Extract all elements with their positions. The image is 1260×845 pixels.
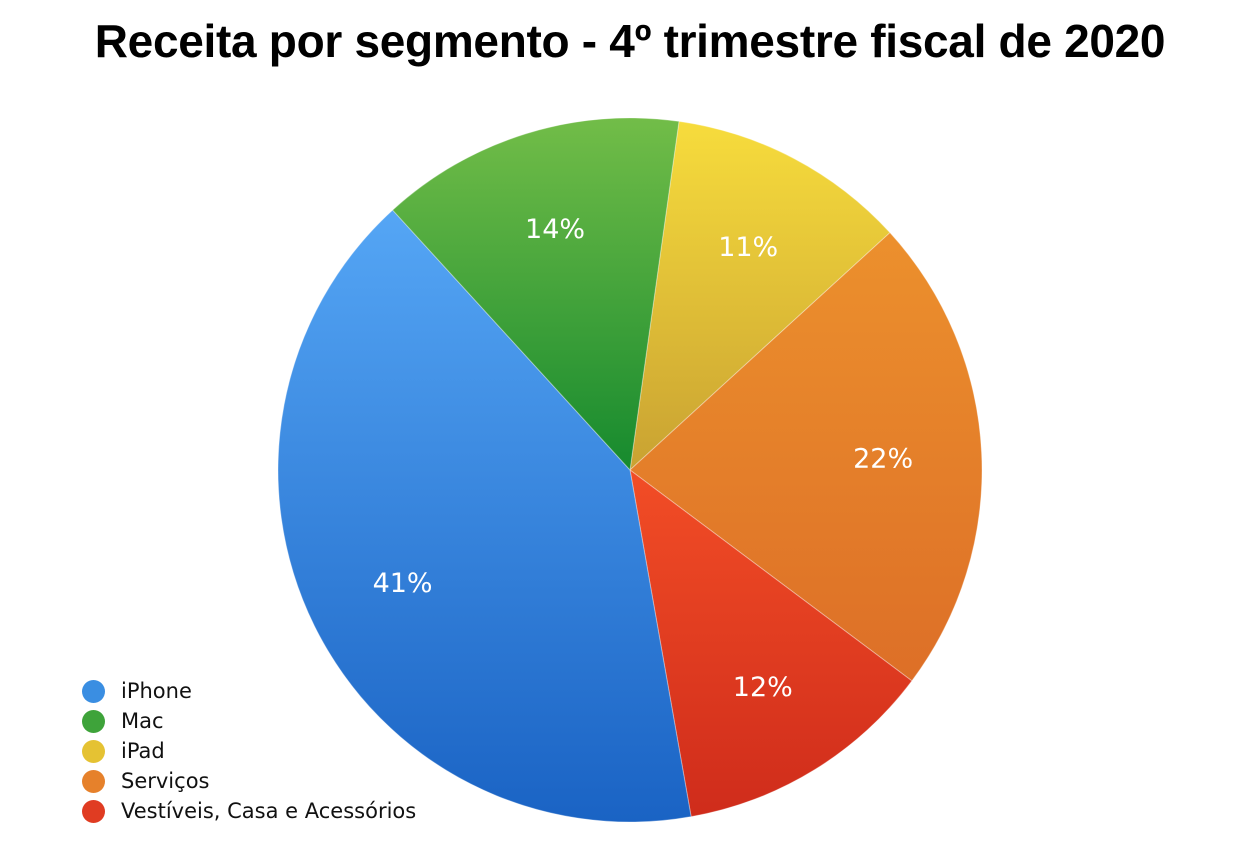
legend-item-vestiveis: Vestíveis, Casa e Acessórios bbox=[82, 796, 416, 826]
pie-slice-servi-os bbox=[629, 231, 983, 682]
pie-slice-mac bbox=[391, 117, 680, 472]
legend-dot-icon bbox=[82, 739, 105, 763]
legend-label: Mac bbox=[121, 709, 164, 733]
legend-label: iPad bbox=[121, 739, 165, 763]
legend-dot-icon bbox=[82, 769, 105, 793]
legend-item-mac: Mac bbox=[82, 706, 416, 736]
pie-slice-vest-veis-casa-e-acess-rios bbox=[629, 468, 913, 818]
legend: iPhone Mac iPad Serviços Vestíveis, Casa… bbox=[82, 676, 416, 826]
pie-slice-ipad bbox=[629, 120, 891, 472]
slice-percent-label: 41% bbox=[373, 568, 433, 599]
legend-dot-icon bbox=[82, 709, 105, 733]
slice-percent-label: 11% bbox=[718, 232, 778, 263]
legend-dot-icon bbox=[82, 679, 105, 703]
legend-item-servicos: Serviços bbox=[82, 766, 416, 796]
slice-percent-label: 14% bbox=[525, 214, 585, 245]
pie-slice-iphone bbox=[277, 209, 692, 823]
legend-item-iphone: iPhone bbox=[82, 676, 416, 706]
legend-label: Serviços bbox=[121, 769, 210, 793]
chart-title: Receita por segmento - 4º trimestre fisc… bbox=[94, 15, 1166, 67]
legend-label: Vestíveis, Casa e Acessórios bbox=[121, 799, 417, 823]
legend-item-ipad: iPad bbox=[82, 736, 416, 766]
slice-percent-label: 22% bbox=[853, 444, 913, 475]
legend-label: iPhone bbox=[121, 679, 192, 703]
legend-dot-icon bbox=[82, 799, 105, 823]
slice-percent-label: 12% bbox=[733, 672, 793, 703]
